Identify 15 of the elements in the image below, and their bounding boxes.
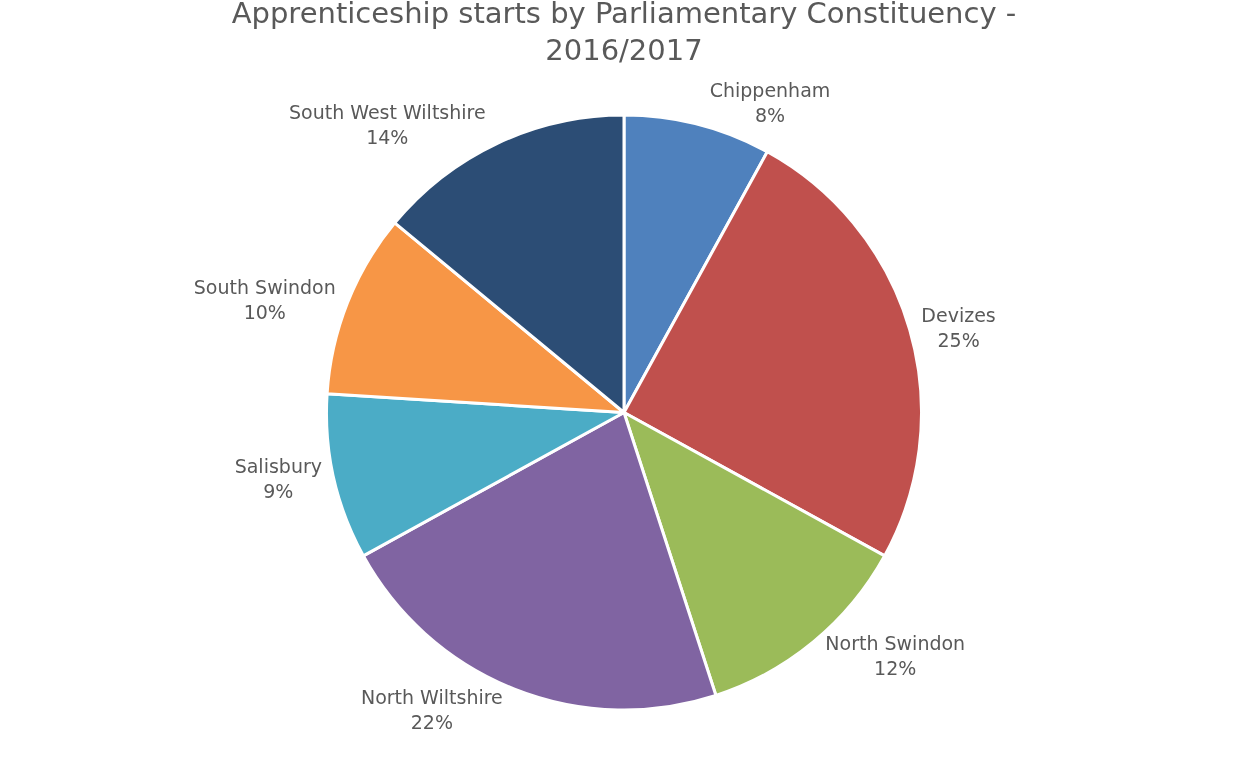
- data-label: 12%: [874, 656, 917, 679]
- data-label: 9%: [263, 479, 294, 502]
- slice-label: North Wiltshire: [360, 685, 503, 708]
- slice-label: North Swindon: [825, 632, 966, 655]
- data-label: 10%: [243, 301, 286, 324]
- slice-label: South Swindon: [193, 276, 336, 299]
- chart-title: Apprenticeship starts by Parliamentary Constituency - 2016/2017: [231, 0, 1017, 68]
- data-label: 8%: [754, 103, 786, 126]
- data-label: 22%: [410, 710, 453, 733]
- slice-label: Chippenham: [709, 79, 831, 102]
- data-label: 14%: [366, 125, 409, 148]
- slice-label: Salisbury: [234, 455, 322, 478]
- slice-label: Devizes: [921, 304, 996, 327]
- slice-label: South West Wiltshire: [288, 100, 486, 123]
- data-label: 25%: [937, 329, 980, 352]
